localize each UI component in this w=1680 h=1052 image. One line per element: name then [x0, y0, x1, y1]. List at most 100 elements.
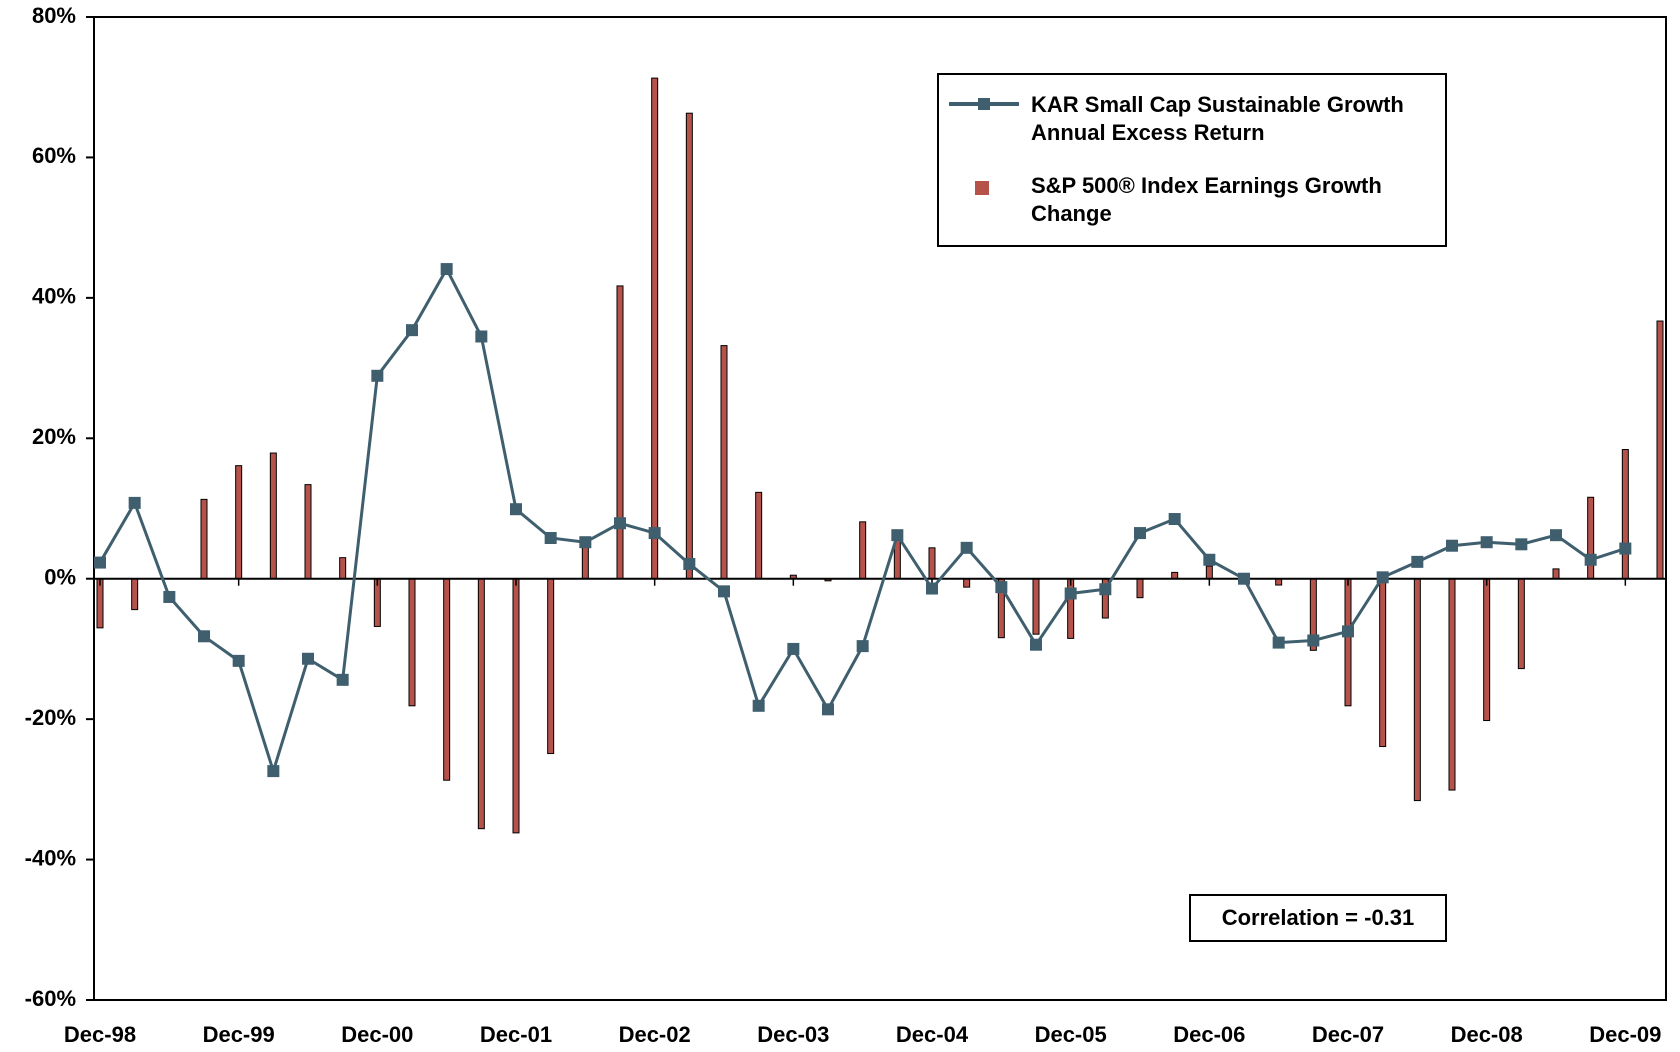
marker — [371, 369, 384, 382]
bar — [1205, 565, 1213, 580]
legend-line-swatch — [949, 98, 1019, 110]
bar — [235, 465, 243, 580]
marker — [1168, 513, 1181, 526]
marker — [544, 531, 557, 544]
marker — [1099, 583, 1112, 596]
bar — [1587, 496, 1595, 580]
x-tick-label: Dec-02 — [619, 1022, 691, 1047]
bar — [269, 452, 277, 580]
x-tick-label: Dec-03 — [757, 1022, 829, 1047]
legend-label: KAR Small Cap Sustainable Growth Annual … — [1031, 92, 1404, 145]
marker — [1342, 625, 1354, 638]
marker — [1619, 542, 1632, 555]
annotation: Correlation = -0.31 — [1189, 894, 1447, 942]
bar — [755, 491, 763, 580]
y-tick-label: 0% — [44, 565, 76, 590]
marker — [128, 496, 141, 509]
x-tick-label: Dec-08 — [1451, 1022, 1523, 1047]
x-tick-label: Dec-00 — [341, 1022, 413, 1047]
legend-bar-swatch — [975, 181, 989, 195]
bar — [339, 557, 347, 580]
marker — [1411, 555, 1424, 568]
marker — [94, 556, 106, 569]
bar — [1621, 449, 1629, 580]
y-tick-label: 20% — [32, 424, 76, 449]
bar — [443, 578, 451, 781]
bar — [1344, 578, 1352, 707]
bar — [408, 578, 416, 707]
bar — [1379, 578, 1387, 748]
bar — [1032, 578, 1040, 635]
bar — [547, 578, 555, 755]
y-tick-label: -20% — [25, 705, 76, 730]
bar — [616, 285, 624, 580]
x-tick-label: Dec-07 — [1312, 1022, 1384, 1047]
bar — [859, 521, 867, 580]
bar — [477, 578, 485, 830]
x-tick-label: Dec-05 — [1035, 1022, 1107, 1047]
bar — [512, 578, 520, 834]
bar — [131, 578, 139, 611]
bar — [96, 578, 104, 629]
marker — [1376, 571, 1389, 584]
marker — [475, 330, 488, 343]
bar — [1656, 320, 1664, 580]
marker — [787, 642, 800, 655]
marker — [1515, 538, 1528, 551]
line — [98, 265, 1626, 777]
marker — [1272, 636, 1285, 649]
legend-label: S&P 500® Index Earnings Growth Change — [1031, 173, 1382, 226]
bar — [928, 547, 936, 580]
marker — [1480, 536, 1493, 549]
bar — [1483, 578, 1491, 722]
marker — [336, 673, 349, 686]
marker — [510, 503, 522, 516]
y-tick-label: -60% — [25, 986, 76, 1011]
x-tick-label: Dec-01 — [480, 1022, 552, 1047]
y-tick-label: 80% — [32, 3, 76, 28]
marker — [1030, 638, 1042, 651]
marker — [302, 652, 314, 665]
x-tick-label: Dec-99 — [203, 1022, 275, 1047]
bar — [1552, 568, 1560, 580]
marker — [752, 699, 765, 712]
marker — [683, 557, 696, 570]
marker — [198, 630, 210, 643]
marker — [960, 541, 973, 554]
marker — [1550, 529, 1562, 542]
marker — [995, 581, 1008, 594]
marker — [614, 517, 626, 530]
bar — [720, 345, 728, 580]
y-tick-label: 60% — [32, 143, 76, 168]
bar — [373, 578, 381, 627]
marker — [267, 765, 280, 778]
marker — [440, 263, 453, 276]
x-tick-label: Dec-06 — [1173, 1022, 1245, 1047]
bar — [963, 578, 971, 588]
marker — [1134, 527, 1146, 540]
y-tick-label: 40% — [32, 284, 76, 309]
marker — [1064, 587, 1077, 600]
bar — [1136, 578, 1144, 599]
marker — [1307, 634, 1320, 647]
bar — [200, 498, 208, 580]
marker — [891, 529, 904, 542]
bar — [685, 112, 693, 580]
marker — [1446, 539, 1458, 552]
legend: KAR Small Cap Sustainable Growth Annual … — [937, 73, 1447, 247]
marker — [579, 536, 592, 549]
marker — [232, 654, 245, 667]
marker — [406, 324, 418, 337]
bar — [304, 484, 312, 580]
marker — [856, 640, 869, 653]
bar — [1448, 578, 1456, 791]
marker — [926, 582, 938, 595]
marker — [648, 527, 661, 540]
x-tick-label: Dec-98 — [64, 1022, 136, 1047]
x-tick-label: Dec-04 — [896, 1022, 969, 1047]
marker — [163, 590, 176, 603]
marker — [718, 585, 730, 598]
bar — [1413, 578, 1421, 802]
